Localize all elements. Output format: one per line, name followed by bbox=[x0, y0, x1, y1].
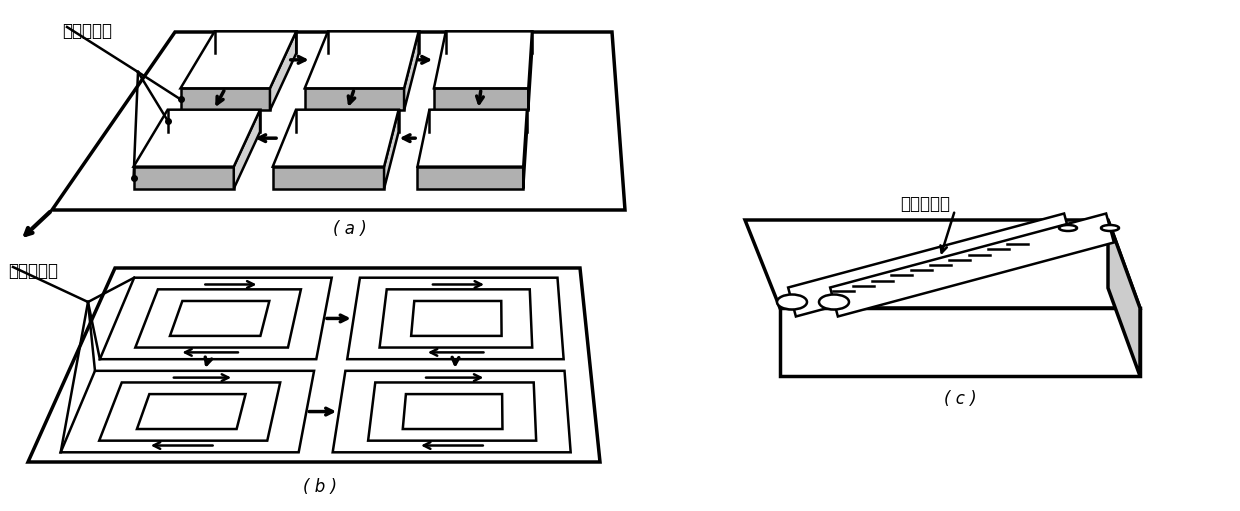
Polygon shape bbox=[412, 301, 502, 336]
Polygon shape bbox=[305, 88, 404, 110]
Polygon shape bbox=[1109, 220, 1140, 376]
Polygon shape bbox=[745, 220, 1140, 308]
Polygon shape bbox=[403, 394, 502, 429]
Polygon shape bbox=[273, 167, 384, 189]
Polygon shape bbox=[135, 289, 301, 347]
Polygon shape bbox=[234, 110, 260, 189]
Polygon shape bbox=[270, 31, 296, 110]
Text: ( a ): ( a ) bbox=[334, 220, 367, 238]
Polygon shape bbox=[181, 31, 296, 88]
Ellipse shape bbox=[1101, 225, 1118, 231]
Polygon shape bbox=[368, 382, 536, 440]
Polygon shape bbox=[181, 88, 270, 110]
Ellipse shape bbox=[777, 294, 807, 310]
Polygon shape bbox=[52, 32, 625, 210]
Polygon shape bbox=[528, 31, 532, 110]
Polygon shape bbox=[136, 394, 246, 429]
Polygon shape bbox=[61, 371, 314, 452]
Polygon shape bbox=[100, 277, 332, 359]
Ellipse shape bbox=[1059, 225, 1078, 231]
Polygon shape bbox=[273, 110, 398, 167]
Polygon shape bbox=[347, 277, 564, 359]
Polygon shape bbox=[780, 308, 1140, 376]
Polygon shape bbox=[434, 88, 528, 110]
Polygon shape bbox=[332, 371, 570, 452]
Polygon shape bbox=[523, 110, 527, 189]
Polygon shape bbox=[99, 382, 280, 440]
Polygon shape bbox=[305, 31, 419, 88]
Text: 多道搭接处: 多道搭接处 bbox=[900, 195, 950, 213]
Polygon shape bbox=[434, 31, 532, 88]
Polygon shape bbox=[384, 110, 398, 189]
Polygon shape bbox=[379, 289, 532, 347]
Polygon shape bbox=[134, 110, 260, 167]
Polygon shape bbox=[170, 301, 269, 336]
Polygon shape bbox=[404, 31, 419, 110]
Text: ( b ): ( b ) bbox=[303, 478, 337, 496]
Ellipse shape bbox=[818, 294, 849, 310]
Polygon shape bbox=[29, 268, 600, 462]
Text: 多道搭接处: 多道搭接处 bbox=[62, 22, 112, 40]
Polygon shape bbox=[418, 110, 527, 167]
Text: ( c ): ( c ) bbox=[944, 390, 976, 408]
Text: 多道搭接处: 多道搭接处 bbox=[7, 262, 58, 280]
Polygon shape bbox=[789, 214, 1071, 316]
Polygon shape bbox=[418, 167, 523, 189]
Polygon shape bbox=[134, 167, 234, 189]
Polygon shape bbox=[830, 214, 1114, 316]
